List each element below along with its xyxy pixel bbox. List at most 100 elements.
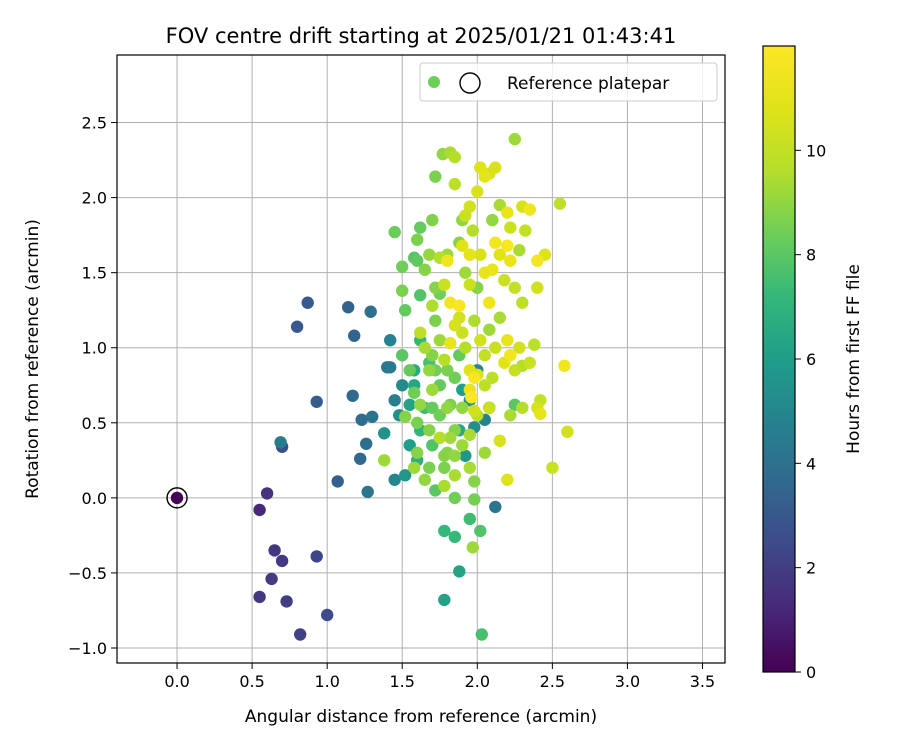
- scatter-point: [486, 263, 499, 276]
- scatter-point: [475, 628, 488, 641]
- x-tick-label: 0.5: [239, 672, 264, 691]
- scatter-point: [444, 431, 457, 444]
- scatter-point: [501, 239, 514, 252]
- y-axis-label: Rotation from reference (arcmin): [23, 219, 43, 499]
- scatter-point: [508, 364, 521, 377]
- scatter-point: [426, 383, 439, 396]
- scatter-point: [360, 437, 373, 450]
- legend-reference-marker: [459, 72, 481, 94]
- reference-marker: [166, 487, 188, 509]
- scatter-point: [456, 401, 469, 414]
- scatter-point: [459, 266, 472, 279]
- scatter-point: [423, 248, 436, 261]
- scatter-point: [468, 493, 481, 506]
- scatter-point: [528, 338, 541, 351]
- scatter-point: [463, 248, 476, 261]
- plot-frame: [116, 54, 726, 664]
- scatter-point: [438, 461, 451, 474]
- legend-scatter-sample: [428, 76, 440, 88]
- scatter-point: [294, 628, 307, 641]
- scatter-point: [403, 364, 416, 377]
- colorbar-ticks: 0 2 4 6 8 10: [795, 141, 826, 682]
- scatter-point: [489, 500, 502, 514]
- legend-label: Reference platepar: [507, 74, 669, 94]
- scatter-point: [523, 203, 536, 216]
- scatter-point: [426, 401, 439, 414]
- scatter-point: [408, 386, 421, 399]
- y-tick-label: 1.0: [82, 339, 107, 358]
- colorbar: 0 2 4 6 8 10 Hours from first FF file: [762, 45, 864, 682]
- scatter-point: [448, 319, 461, 332]
- legend: Reference platepar: [419, 62, 718, 102]
- scatter-point: [561, 425, 574, 438]
- scatter-point: [478, 170, 491, 183]
- colorbar-tick-label: 6: [806, 350, 816, 369]
- scatter-point: [468, 475, 481, 488]
- scatter-point: [531, 254, 544, 267]
- y-tick-label: 0.5: [82, 414, 107, 433]
- scatter-point: [399, 304, 412, 317]
- scatter-point: [253, 590, 266, 604]
- scatter-point: [504, 349, 517, 362]
- scatter-point: [433, 334, 446, 347]
- scatter-point: [504, 409, 517, 422]
- scatter-point: [516, 296, 529, 309]
- x-tick-label: 1.0: [314, 672, 339, 691]
- scatter-point: [423, 461, 436, 474]
- scatter-point: [310, 395, 323, 408]
- scatter-point: [265, 572, 278, 586]
- scatter-point: [411, 446, 424, 459]
- scatter-point: [346, 389, 359, 402]
- scatter-point: [478, 349, 491, 362]
- scatter-point: [493, 198, 506, 212]
- scatter-point: [441, 401, 454, 414]
- scatter-point: [280, 595, 293, 608]
- scatter-point: [426, 213, 439, 227]
- colorbar-tick-label: 0: [806, 663, 816, 682]
- scatter-point: [331, 475, 344, 488]
- scatter-point: [516, 401, 529, 414]
- scatter-point: [414, 326, 427, 339]
- scatter-point: [268, 544, 281, 557]
- scatter-point: [489, 236, 502, 249]
- scatter-point: [468, 404, 481, 417]
- scatter-point: [448, 150, 461, 164]
- scatter-point: [465, 391, 478, 404]
- colorbar-tick-label: 8: [806, 246, 816, 265]
- scatter-point: [433, 431, 446, 444]
- scatter-point: [438, 524, 451, 538]
- scatter-point: [448, 530, 461, 544]
- scatter-point: [459, 449, 472, 462]
- scatter-point: [342, 301, 355, 314]
- reference-platepar-marker: [166, 487, 188, 509]
- colorbar-tick-label: 4: [806, 454, 816, 473]
- x-tick-label: 1.5: [390, 672, 415, 691]
- scatter-point: [553, 197, 567, 210]
- scatter-point: [448, 177, 461, 191]
- scatter-point: [355, 413, 368, 426]
- scatter-point: [466, 541, 479, 554]
- scatter-point: [493, 434, 506, 447]
- scatter-point: [429, 170, 442, 183]
- x-tick-label: 3.5: [690, 672, 715, 691]
- scatter-point: [504, 254, 517, 267]
- scatter-point: [513, 244, 526, 257]
- scatter-point: [274, 436, 287, 449]
- scatter-point: [253, 503, 266, 517]
- scatter-point: [504, 221, 517, 234]
- scatter-point: [354, 452, 367, 465]
- scatter-point: [411, 233, 424, 246]
- scatter-point: [418, 341, 431, 354]
- scatter-point: [493, 248, 506, 261]
- scatter-point: [301, 296, 314, 309]
- scatter-point: [463, 461, 476, 474]
- axis-ticks: 0.0 0.5 1.0 1.5 2.0 2.5 3.0 3.5 −1.0 −0.5 0.0 0.5 1.…: [68, 114, 715, 691]
- scatter-point: [384, 334, 397, 347]
- scatter-point: [260, 487, 274, 500]
- scatter-point: [489, 161, 502, 174]
- scatter-point: [170, 491, 184, 505]
- scatter-point: [474, 334, 487, 347]
- scatter-point: [463, 428, 476, 441]
- colorbar-label: Hours from first FF file: [844, 264, 864, 454]
- scatter-point: [486, 371, 499, 384]
